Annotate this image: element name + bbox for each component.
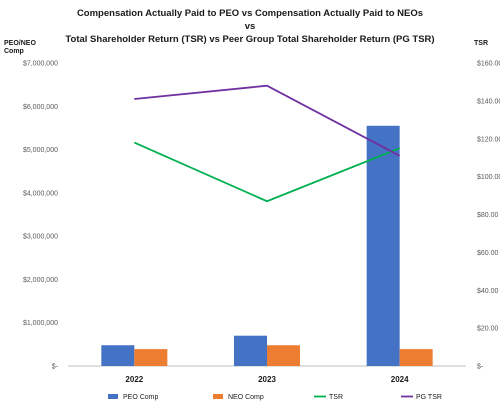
bar-neo-comp [399,349,433,366]
y-right-tick-label: $40.00 [477,288,499,295]
chart-title-line-2: vs [244,21,256,32]
y-left-tick-label: $4,000,000 [23,190,58,197]
y-right-tick-label: $120.00 [477,136,500,143]
bar-neo-comp [267,345,300,366]
line-tsr [133,141,401,203]
y-right-tick-label: $- [477,364,484,371]
y-right-tick-label: $140.00 [477,98,500,105]
chart-title-line-3: Total Shareholder Return (TSR) vs Peer G… [65,34,435,45]
x-tick-label: 2023 [258,375,276,384]
y-left-axis-title: PEO/NEO Comp [4,40,36,55]
legend-swatch [213,394,223,399]
y-left-tick-label: $5,000,000 [23,147,58,154]
y-left-tick-label: $2,000,000 [23,277,58,284]
bar-peo-comp [366,125,400,366]
legend-label: NEO Comp [228,394,264,401]
y-left-tick-label: $1,000,000 [23,320,58,327]
y-right-axis-title: TSR [474,40,488,47]
x-tick-label: 2022 [125,375,143,384]
y-left-tick-label: $3,000,000 [23,234,58,241]
legend-label: TSR [329,394,343,401]
legend-swatch [108,394,118,399]
y-left-tick-label: $7,000,000 [23,61,58,68]
bar-peo-comp [234,335,267,366]
bar-neo-comp [134,349,168,366]
chart-title-line-1: Compensation Actually Paid to PEO vs Com… [76,8,424,19]
bar-peo-comp [101,345,135,366]
y-left-tick-label: $6,000,000 [23,104,58,111]
y-right-tick-label: $100.00 [477,174,500,181]
y-right-tick-label: $20.00 [477,326,499,333]
y-left-tick-label: $- [52,364,59,371]
y-right-tick-label: $160.00 [477,61,500,68]
y-right-tick-label: $80.00 [477,212,499,219]
line-pg-tsr [134,84,401,157]
legend-label: PG TSR [416,394,442,401]
y-right-tick-label: $60.00 [477,250,499,257]
legend-label: PEO Comp [123,394,159,401]
x-tick-label: 2024 [391,375,409,384]
